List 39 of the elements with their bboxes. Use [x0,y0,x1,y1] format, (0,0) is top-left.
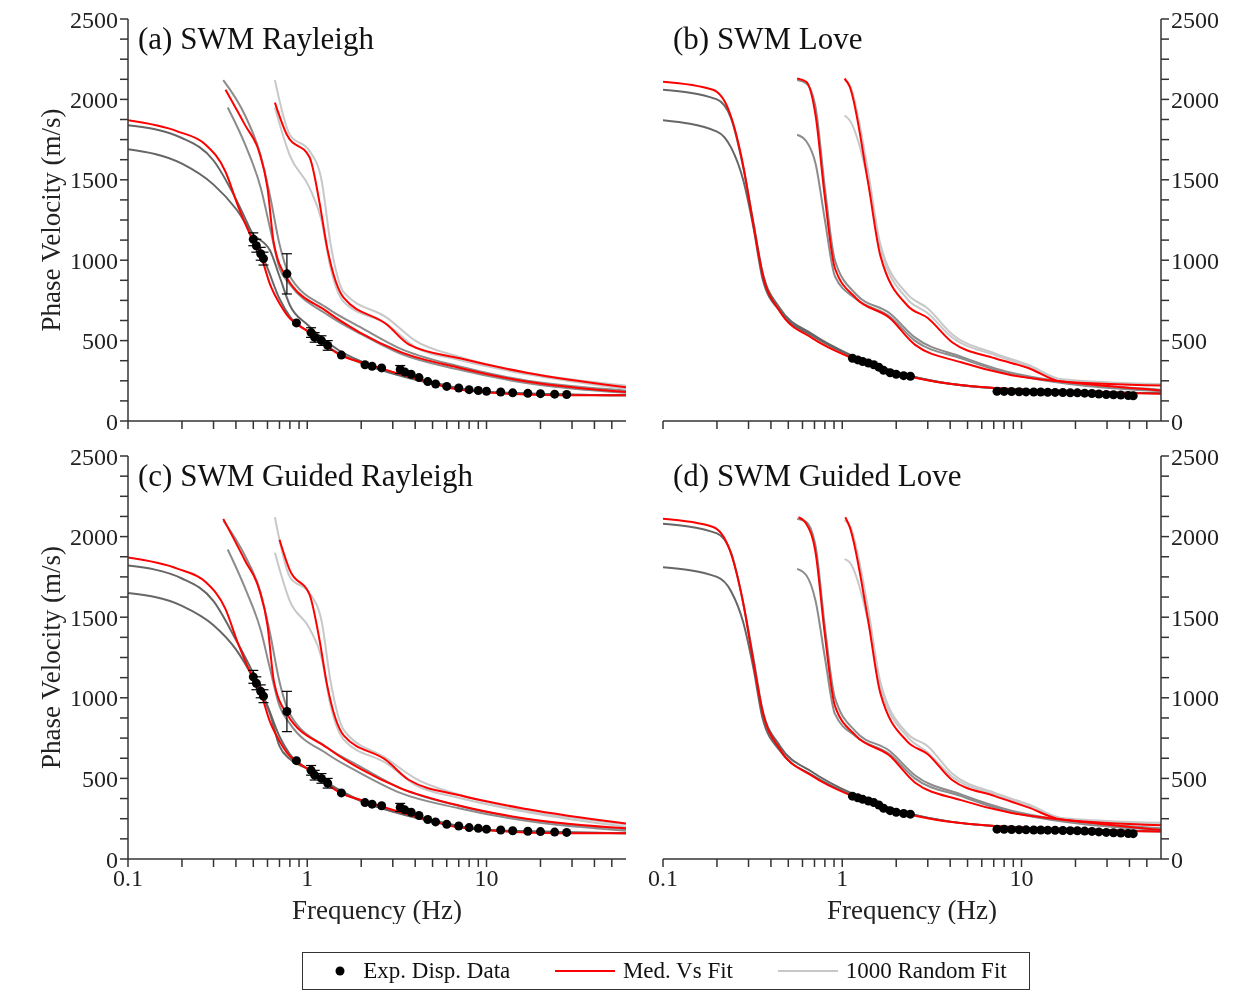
y-tick-label: 1000 [1171,247,1219,274]
y-tick-label: 1000 [70,247,118,274]
y-tick-label: 1000 [1171,685,1219,712]
x-tick-label: 1 [301,865,314,892]
y-axis-title: Phase Velocity (m/s) [35,108,66,332]
y-tick-label: 1500 [70,604,118,631]
y-tick-label: 1500 [1171,604,1219,631]
chart-title: (b) SWM Love [673,21,863,57]
legend-label: Exp. Disp. Data [363,958,511,984]
y-tick-label: 2500 [1171,443,1219,470]
y-tick-label: 500 [1171,328,1207,355]
y-tick-label: 2000 [1171,86,1219,113]
y-tick-label: 0 [1171,846,1183,873]
chart-title: (a) SWM Rayleigh [138,21,374,57]
chart-title: (d) SWM Guided Love [673,458,962,494]
chart-title: (c) SWM Guided Rayleigh [138,458,473,494]
y-tick-label: 1500 [70,167,118,194]
y-tick-label: 2500 [70,6,118,33]
x-axis-title: Frequency (Hz) [291,895,463,925]
x-tick-label: 10 [474,865,499,892]
y-tick-label: 1500 [1171,167,1219,194]
y-tick-label: 2500 [70,443,118,470]
y-tick-label: 500 [1171,765,1207,792]
x-tick-label: 10 [1009,865,1034,892]
x-tick-label: 0.1 [648,865,678,892]
y-tick-label: 0 [1171,408,1183,435]
y-tick-label: 2000 [70,524,118,551]
y-tick-label: 1000 [70,685,118,712]
legend-label: Med. Vs Fit [622,958,734,984]
y-tick-label: 2000 [1171,524,1219,551]
y-tick-label: 500 [82,765,118,792]
y-tick-label: 2500 [1171,6,1219,33]
y-tick-label: 500 [82,328,118,355]
y-tick-label: 2000 [70,86,118,113]
y-axis-title: Phase Velocity (m/s) [35,546,66,769]
legend-label: 1000 Random Fit [845,958,1007,984]
x-axis-title: Frequency (Hz) [826,895,998,925]
x-tick-label: 1 [836,865,849,892]
y-tick-label: 0 [106,408,118,435]
